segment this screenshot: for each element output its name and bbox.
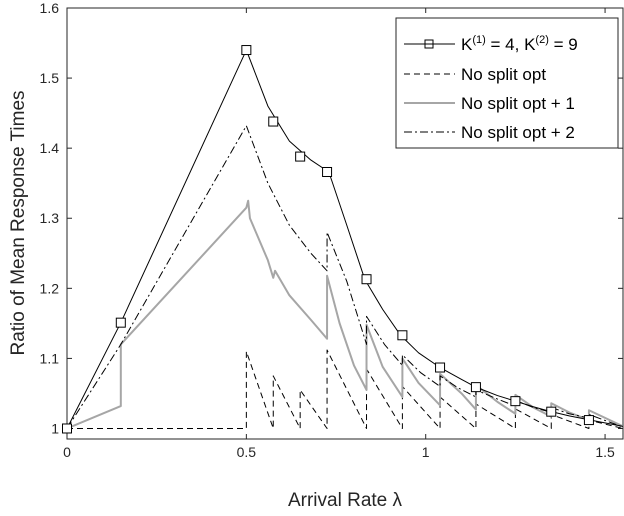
data-point-marker bbox=[62, 423, 72, 434]
data-point-marker bbox=[268, 116, 279, 127]
data-point-marker bbox=[322, 166, 333, 177]
data-point-marker bbox=[397, 330, 408, 341]
y-tick-label: 1.3 bbox=[40, 210, 60, 226]
markers-layer bbox=[62, 45, 594, 434]
legend-label-series-2: No split opt bbox=[461, 65, 546, 84]
axis-ticks: 0 0.5 1 1.5 1 1.1 1.2 1.3 1.4 1.5 1.6 bbox=[40, 0, 623, 460]
legend-label-series-4: No split opt + 2 bbox=[461, 123, 575, 142]
data-point-marker bbox=[510, 396, 521, 407]
x-axis-label: Arrival Rate λ bbox=[288, 490, 403, 511]
x-tick-label: 1.5 bbox=[595, 444, 615, 460]
data-point-marker bbox=[241, 45, 252, 56]
data-point-marker bbox=[470, 382, 481, 393]
legend: K(1) = 4, K(2) = 9 No split opt No split… bbox=[395, 17, 619, 149]
series-line-3 bbox=[67, 199, 623, 430]
legend-label-series-3: No split opt + 1 bbox=[461, 94, 575, 113]
y-tick-label: 1.4 bbox=[40, 140, 60, 156]
y-tick-label: 1 bbox=[51, 420, 59, 436]
y-tick-label: 1.2 bbox=[40, 280, 60, 296]
data-point-marker bbox=[546, 406, 557, 417]
y-tick-label: 1.6 bbox=[40, 0, 60, 16]
data-point-marker bbox=[295, 151, 306, 162]
x-tick-label: 1 bbox=[422, 444, 430, 460]
y-axis-label: Ratio of Mean Response Times bbox=[8, 90, 29, 355]
y-tick-label: 1.5 bbox=[40, 70, 60, 86]
legend-marker-series-1 bbox=[424, 39, 434, 49]
data-point-marker bbox=[361, 274, 372, 285]
y-tick-label: 1.1 bbox=[40, 350, 60, 366]
x-tick-label: 0 bbox=[63, 444, 71, 460]
legend-label-series-1: K(1) = 4, K(2) = 9 bbox=[461, 34, 578, 54]
data-point-marker bbox=[115, 317, 126, 328]
series-line-2 bbox=[67, 349, 623, 429]
series-line-1 bbox=[67, 49, 623, 429]
x-tick-label: 0.5 bbox=[237, 444, 257, 460]
data-point-marker bbox=[435, 362, 446, 373]
data-point-marker bbox=[583, 415, 594, 426]
